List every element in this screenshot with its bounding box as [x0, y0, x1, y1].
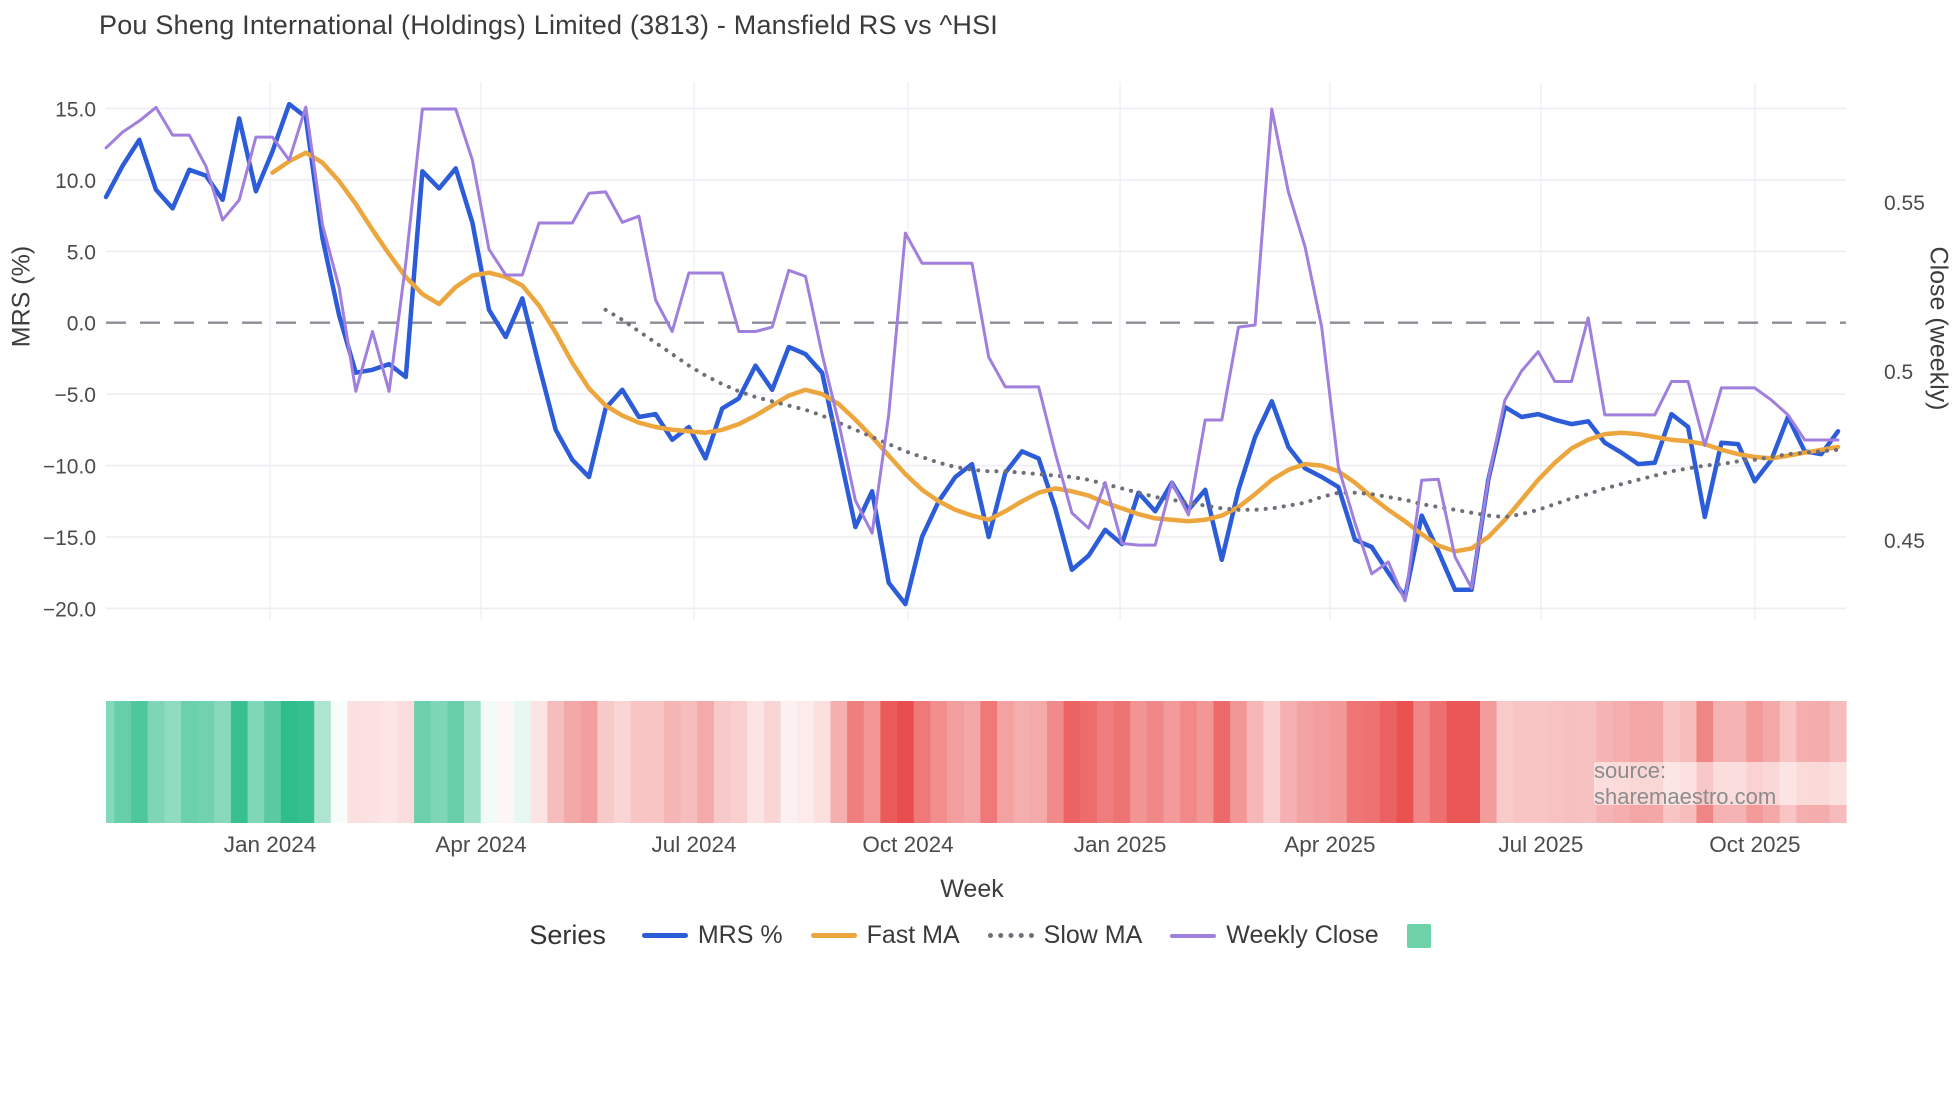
svg-text:−20.0: −20.0: [43, 598, 96, 621]
svg-text:−15.0: −15.0: [43, 527, 96, 550]
series-mrs-: [103, 101, 1841, 607]
series-weekly-close: [104, 105, 1840, 603]
svg-text:Apr 2025: Apr 2025: [1284, 832, 1375, 857]
legend-item-label: MRS %: [697, 921, 783, 949]
svg-text:0.45: 0.45: [1884, 530, 1925, 553]
legend-item-fast-ma: Fast MA: [810, 921, 960, 950]
legend-heading: Series: [529, 920, 606, 950]
svg-text:10.0: 10.0: [55, 170, 96, 193]
y-left-tick-labels: 15.0 10.0 5.0 0.0 −5.0 −10.0 −15.0 −20.0: [43, 98, 96, 621]
y-right-tick-labels: 0.55 0.5 0.45: [1884, 192, 1925, 553]
svg-text:0.0: 0.0: [67, 313, 96, 336]
svg-text:Apr 2024: Apr 2024: [435, 832, 526, 857]
y-left-axis-title: MRS (%): [7, 245, 36, 348]
legend-item-label: Fast MA: [866, 921, 960, 949]
legend-item-slow-ma: Slow MA: [987, 921, 1143, 950]
legend-item-label: Slow MA: [1043, 921, 1143, 949]
svg-text:15.0: 15.0: [55, 98, 96, 121]
weekly-close-line-swatch-icon: [1170, 933, 1217, 938]
series-slow-ma: [603, 307, 1840, 519]
svg-text:−5.0: −5.0: [55, 384, 96, 407]
heatmap-strip: [106, 701, 1847, 823]
legend-item-label: Weekly Close: [1226, 921, 1379, 949]
x-axis-title: Week: [940, 875, 1004, 903]
horizontal-gridlines: [106, 107, 1846, 610]
svg-text:Oct 2024: Oct 2024: [862, 832, 953, 857]
svg-text:0.5: 0.5: [1884, 361, 1913, 384]
svg-text:Oct 2025: Oct 2025: [1709, 832, 1800, 857]
svg-text:−10.0: −10.0: [43, 456, 96, 479]
svg-text:Jul 2025: Jul 2025: [1498, 832, 1583, 857]
page-title: Pou Sheng International (Holdings) Limit…: [99, 10, 998, 40]
slow-ma-dotted-swatch-icon: [987, 933, 1034, 938]
legend: Series MRS % Fast MA Slow MA Weekly Clos…: [0, 920, 1960, 951]
legend-item-mrs: MRS %: [641, 921, 783, 950]
svg-text:Jan 2025: Jan 2025: [1074, 832, 1167, 857]
x-tick-labels: Jan 2024 Apr 2024 Jul 2024 Oct 2024 Jan 2025…: [224, 832, 1801, 857]
svg-text:5.0: 5.0: [67, 241, 96, 264]
vertical-gridlines: [269, 82, 1756, 620]
y-right-axis-title: Close (weekly): [1924, 246, 1953, 411]
svg-text:Jan 2024: Jan 2024: [224, 832, 317, 857]
legend-item-weekly-close: Weekly Close: [1170, 921, 1379, 950]
mrs-line-swatch-icon: [641, 933, 688, 938]
svg-text:Jul 2024: Jul 2024: [652, 832, 737, 857]
svg-text:0.55: 0.55: [1884, 192, 1925, 215]
source-watermark: source: sharemaestro.com: [1594, 758, 1854, 809]
fast-ma-line-swatch-icon: [810, 933, 857, 938]
series-fast-ma: [270, 150, 1841, 554]
heatmap-swatch-icon: [1406, 923, 1431, 948]
source-text: source: sharemaestro.com: [1594, 757, 1777, 809]
